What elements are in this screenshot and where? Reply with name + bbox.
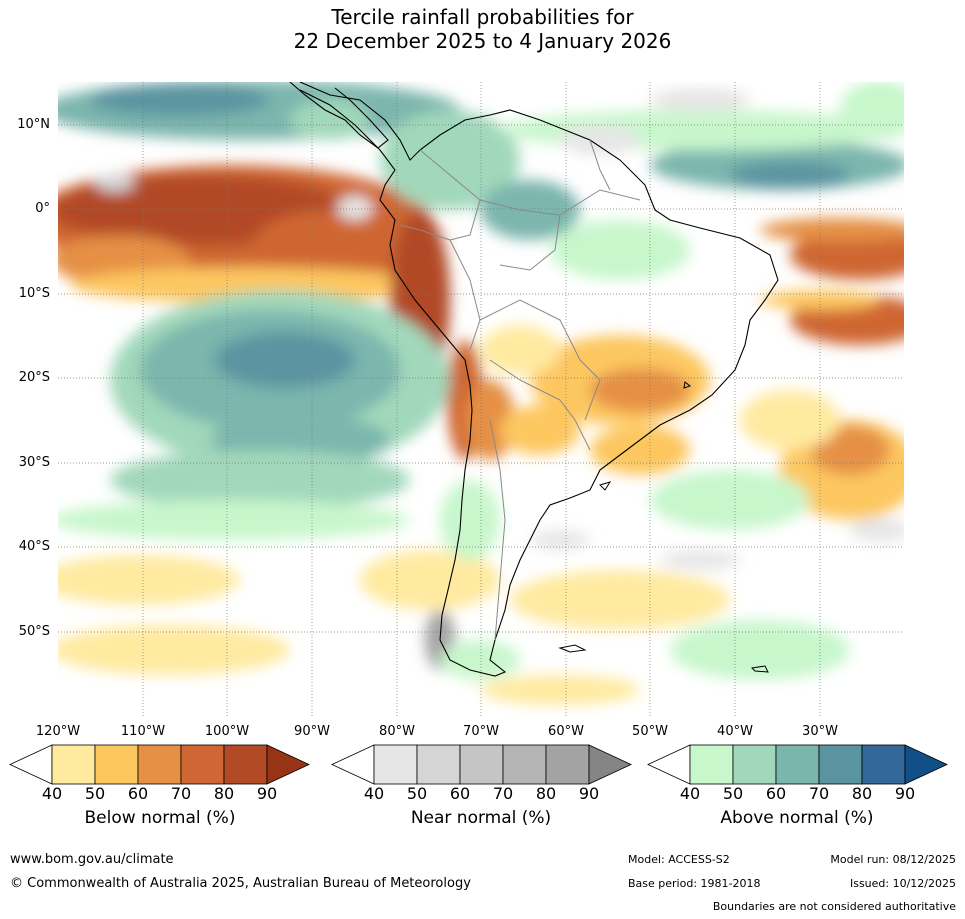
colorbar-below-normal	[9, 744, 310, 785]
colorbar-above-high-arrow	[904, 744, 948, 785]
country-borders	[399, 139, 641, 641]
colorbar-below-90	[223, 744, 268, 785]
map-title-line-1: Tercile rainfall probabilities for	[331, 5, 634, 29]
map-title-line-2: 22 December 2025 to 4 January 2026	[293, 29, 672, 53]
footer-copyright: © Commonwealth of Australia 2025, Austra…	[10, 876, 471, 891]
lat-label-0: 0°	[35, 201, 50, 216]
lon-label-40w: 40°W	[717, 724, 753, 739]
lon-label-120w: 120°W	[35, 724, 81, 739]
footer-disclaimer: Boundaries are not considered authoritat…	[712, 900, 956, 913]
lat-label-10s: 10°S	[18, 286, 50, 301]
colorbar-above-60	[732, 744, 777, 785]
map-gridlines	[58, 82, 904, 716]
colorbar-below-70	[137, 744, 182, 785]
colorbar-below-tick: 90	[256, 784, 278, 803]
colorbar-below-tick: 70	[170, 784, 192, 803]
colorbar-near-90	[545, 744, 590, 785]
colorbar-above-tick: 60	[765, 784, 787, 803]
colorbar-above-tick: 90	[894, 784, 916, 803]
colorbar-near-50	[373, 744, 418, 785]
colorbar-near-60	[416, 744, 461, 785]
footer-issued: Issued: 10/12/2025	[849, 877, 956, 890]
colorbar-below-tick: 40	[41, 784, 63, 803]
colorbar-below-high-arrow	[266, 744, 310, 785]
colorbar-below-tick: 50	[84, 784, 106, 803]
colorbar-near-title: Near normal (%)	[410, 808, 552, 828]
colorbar-near-tick: 50	[406, 784, 428, 803]
colorbar-below-title: Below normal (%)	[84, 808, 236, 828]
footer-base-period: Base period: 1981-2018	[628, 877, 761, 890]
lon-label-60w: 60°W	[548, 724, 584, 739]
colorbar-near-tick: 40	[363, 784, 385, 803]
colorbar-above-tick: 50	[722, 784, 744, 803]
footer-url: www.bom.gov.au/climate	[10, 852, 174, 867]
colorbar-above-tick: 40	[679, 784, 701, 803]
lon-label-70w: 70°W	[463, 724, 499, 739]
colorbar-near-tick: 70	[492, 784, 514, 803]
lat-label-20s: 20°S	[18, 370, 50, 385]
colorbar-near-tick: 60	[449, 784, 471, 803]
islands	[558, 381, 769, 673]
lat-label-40s: 40°S	[18, 539, 50, 554]
lon-label-30w: 30°W	[802, 724, 838, 739]
colorbar-above-50	[689, 744, 734, 785]
colorbar-above-tick: 80	[851, 784, 873, 803]
central-america-coastline	[289, 82, 389, 149]
colorbar-below-tick: 60	[127, 784, 149, 803]
lat-label-50s: 50°S	[18, 624, 50, 639]
colorbar-below-60	[94, 744, 139, 785]
lat-label-10n: 10°N	[17, 117, 50, 132]
colorbar-near-normal	[331, 744, 632, 785]
lon-label-80w: 80°W	[379, 724, 415, 739]
colorbar-near-high-arrow	[588, 744, 632, 785]
south-america-coastline	[299, 82, 779, 677]
footer-model-run: Model run: 08/12/2025	[830, 853, 956, 866]
colorbar-near-80	[502, 744, 547, 785]
lon-label-110w: 110°W	[120, 724, 166, 739]
lat-label-30s: 30°S	[18, 455, 50, 470]
colorbar-near-tick: 80	[535, 784, 557, 803]
colorbar-below-low-arrow	[9, 744, 53, 785]
colorbar-above-90	[861, 744, 906, 785]
colorbar-above-70	[775, 744, 820, 785]
lon-label-100w: 100°W	[204, 724, 250, 739]
colorbar-below-80	[180, 744, 225, 785]
colorbar-above-normal	[647, 744, 948, 785]
colorbar-near-70	[459, 744, 504, 785]
colorbar-above-80	[818, 744, 863, 785]
colorbar-above-low-arrow	[647, 744, 691, 785]
lon-label-50w: 50°W	[632, 724, 668, 739]
colorbar-near-low-arrow	[331, 744, 375, 785]
colorbar-near-tick: 90	[578, 784, 600, 803]
lon-label-90w: 90°W	[294, 724, 330, 739]
colorbar-above-title: Above normal (%)	[720, 808, 874, 828]
colorbar-above-tick: 70	[808, 784, 830, 803]
footer-model: Model: ACCESS-S2	[628, 853, 730, 866]
colorbar-below-50	[51, 744, 96, 785]
colorbar-below-tick: 80	[213, 784, 235, 803]
probability-field	[58, 82, 904, 716]
